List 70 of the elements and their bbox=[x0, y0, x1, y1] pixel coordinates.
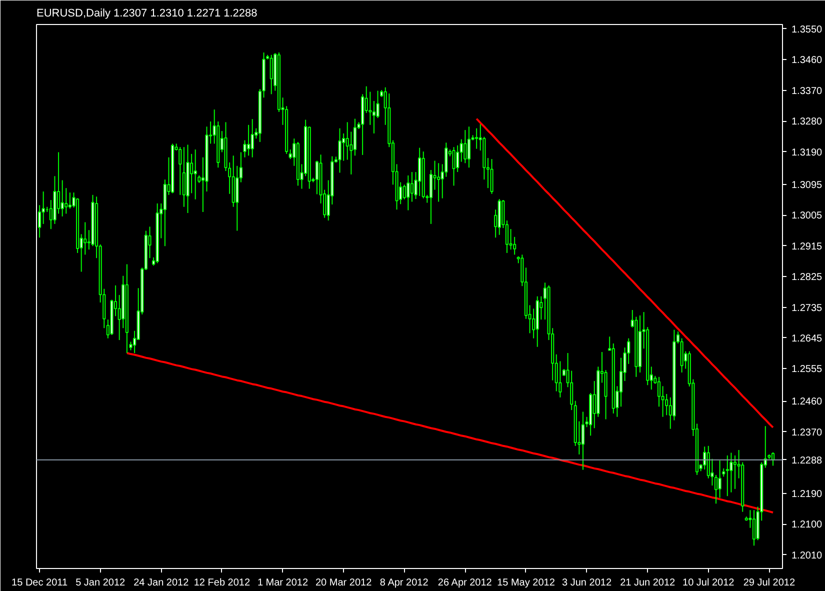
x-tick-label: 10 Jul 2012 bbox=[682, 578, 735, 588]
x-tick-label: 1 Mar 2012 bbox=[257, 578, 308, 588]
candlestick bbox=[475, 128, 478, 150]
candlestick bbox=[730, 452, 733, 493]
x-tick-label: 15 Dec 2011 bbox=[12, 578, 68, 588]
y-tick-label: 1.2010 bbox=[792, 550, 823, 562]
candlestick bbox=[467, 126, 471, 168]
y-tick-label: 1.3095 bbox=[792, 180, 823, 191]
ref-line-label: 1.2288 bbox=[792, 455, 823, 466]
y-tick-label: 1.2735 bbox=[792, 302, 823, 314]
candlestick bbox=[64, 188, 68, 214]
y-tick-label: 1.3550 bbox=[792, 24, 823, 36]
line-series bbox=[126, 352, 774, 514]
candlestick bbox=[178, 146, 182, 196]
candlestick bbox=[714, 474, 718, 504]
y-tick-label: 1.2370 bbox=[792, 427, 823, 438]
candlestick bbox=[490, 158, 494, 194]
candlestick bbox=[410, 172, 414, 202]
x-tick-label: 5 Jan 2012 bbox=[76, 578, 126, 588]
y-tick-label: 1.2190 bbox=[792, 488, 823, 500]
candlestick bbox=[726, 454, 729, 497]
x-tick-label: 20 Mar 2012 bbox=[315, 578, 372, 588]
candlestick bbox=[42, 190, 45, 224]
x-tick-label: 29 Jul 2012 bbox=[743, 578, 796, 588]
chart-title: EURUSD,Daily 1.2307 1.2310 1.2271 1.2288 bbox=[36, 8, 258, 20]
candlestick bbox=[452, 146, 456, 186]
y-tick-label: 1.2460 bbox=[792, 396, 823, 408]
candlestick bbox=[402, 184, 406, 200]
candlestick bbox=[464, 130, 467, 164]
y-tick-label: 1.2915 bbox=[792, 241, 823, 252]
candlestick bbox=[270, 54, 273, 95]
y-tick-label: 1.2100 bbox=[792, 520, 823, 531]
y-tick-label: 1.3280 bbox=[792, 116, 823, 128]
x-tick-label: 24 Jan 2012 bbox=[134, 578, 190, 588]
candlestick bbox=[338, 128, 342, 174]
candlestick bbox=[657, 376, 661, 408]
x-tick-label: 15 May 2012 bbox=[497, 578, 556, 588]
candlestick bbox=[429, 169, 433, 224]
candlestick bbox=[581, 411, 585, 470]
candlestick bbox=[182, 146, 186, 208]
candlestick bbox=[437, 162, 440, 202]
candlestick bbox=[247, 124, 250, 156]
x-tick-label: 8 Apr 2012 bbox=[380, 578, 429, 588]
candlestick bbox=[406, 174, 410, 211]
line-series bbox=[476, 118, 774, 428]
x-tick-label: 26 Apr 2012 bbox=[438, 578, 492, 588]
candlestick bbox=[418, 147, 422, 196]
x-tick-label: 21 Jun 2012 bbox=[620, 578, 676, 588]
candlestick bbox=[718, 460, 722, 498]
y-tick-label: 1.3190 bbox=[792, 147, 823, 158]
candlestick bbox=[353, 118, 357, 156]
y-tick-label: 1.3460 bbox=[792, 55, 823, 66]
candlestick bbox=[190, 153, 194, 194]
candlestick bbox=[68, 192, 72, 210]
candlestick bbox=[752, 510, 756, 546]
candlestick bbox=[194, 148, 197, 200]
y-tick-label: 1.3370 bbox=[792, 86, 823, 97]
candlestick bbox=[456, 144, 460, 173]
y-tick-label: 1.3005 bbox=[792, 210, 823, 222]
candlestick bbox=[60, 180, 64, 217]
candlestick bbox=[372, 100, 376, 134]
y-tick-label: 1.2555 bbox=[792, 364, 823, 376]
candlestick bbox=[250, 118, 254, 158]
candlestick bbox=[84, 222, 87, 256]
candlestick bbox=[315, 160, 319, 195]
x-tick-label: 12 Feb 2012 bbox=[194, 578, 250, 588]
y-tick-label: 1.2825 bbox=[792, 272, 823, 284]
candlestick bbox=[733, 454, 737, 490]
x-tick-label: 3 Jun 2012 bbox=[562, 578, 612, 588]
y-tick-label: 1.2645 bbox=[792, 333, 823, 344]
